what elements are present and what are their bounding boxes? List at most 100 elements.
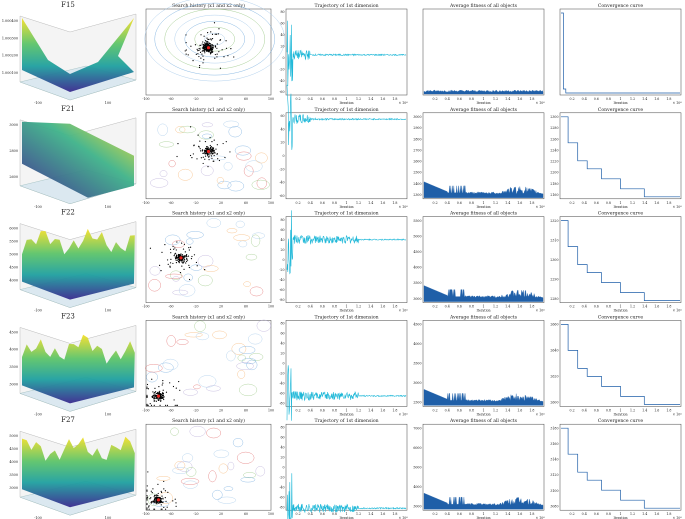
trajectory-y-tick: 20 bbox=[280, 352, 284, 356]
trajectory-panel: Trajectory of 1st dimension 60 40 20 0 -20 -40… bbox=[279, 84, 408, 209]
contour-line bbox=[202, 133, 213, 139]
search-point bbox=[204, 42, 206, 44]
trajectory-x-tick: 1.8 bbox=[392, 97, 397, 101]
search-point bbox=[146, 383, 149, 386]
surface-z-tick: 5000 bbox=[9, 434, 18, 438]
convergence-title: Convergence curve bbox=[598, 107, 643, 113]
trajectory-x-tick: 0.2 bbox=[296, 512, 301, 516]
search-point bbox=[210, 38, 212, 40]
trajectory-y-tick: -80 bbox=[279, 402, 284, 406]
search-point bbox=[150, 404, 153, 406]
contour-line bbox=[232, 438, 244, 448]
search-point bbox=[205, 49, 207, 51]
trajectory-title: Trajectory of 1st dimension bbox=[314, 418, 378, 424]
convergence-x-label: Iteration bbox=[613, 412, 627, 416]
surface-z-tick: 4500 bbox=[9, 447, 18, 451]
search-x-tick: 100 bbox=[268, 201, 274, 205]
surface-z-tick: 1.000300 bbox=[2, 36, 18, 40]
trajectory-y-tick: -60 bbox=[279, 495, 284, 499]
avg-fitness-y-tick: 3000 bbox=[413, 297, 421, 301]
trajectory-x-label: Iteration bbox=[339, 101, 353, 105]
trajectory-x-tick: 0.6 bbox=[320, 201, 325, 205]
search-point bbox=[150, 490, 152, 492]
contour-line bbox=[145, 364, 163, 373]
search-point bbox=[147, 404, 149, 406]
contour-line bbox=[226, 228, 238, 234]
search-x-tick: 100 bbox=[268, 97, 274, 101]
convergence-x-tick: 0.4 bbox=[582, 408, 587, 412]
search-point bbox=[146, 403, 148, 405]
best-point bbox=[206, 46, 211, 50]
search-point bbox=[159, 264, 161, 266]
search-point bbox=[183, 255, 186, 257]
trajectory-x-label: Iteration bbox=[339, 412, 353, 416]
search-point bbox=[196, 158, 198, 160]
search-point bbox=[185, 34, 187, 36]
search-point bbox=[166, 259, 169, 261]
search-point bbox=[210, 151, 212, 153]
convergence-y-tick: 2320 bbox=[550, 219, 558, 223]
search-point bbox=[164, 497, 166, 499]
surface-z-tick: 1.000100 bbox=[2, 71, 18, 75]
contour-line bbox=[165, 273, 183, 279]
trajectory-x-tick: 1 bbox=[345, 201, 347, 205]
convergence-x-tick: 0.6 bbox=[594, 305, 599, 309]
search-point bbox=[204, 150, 206, 152]
search-x-tick: 20 bbox=[219, 201, 223, 205]
contour-line bbox=[246, 359, 258, 371]
trajectory-y-tick: 80 bbox=[280, 322, 284, 326]
contour-line bbox=[256, 319, 271, 332]
search-point bbox=[200, 157, 202, 159]
contour-line bbox=[158, 141, 174, 148]
search-point bbox=[147, 388, 149, 390]
search-point bbox=[206, 37, 208, 39]
avg-fitness-axes bbox=[422, 320, 545, 407]
contour-line bbox=[240, 477, 256, 483]
convergence-x-tick: 1.2 bbox=[630, 97, 635, 101]
search-point bbox=[183, 261, 185, 263]
avg-fitness-x-tick: 1.8 bbox=[529, 201, 534, 205]
trajectory-y-tick: -40 bbox=[279, 79, 284, 83]
convergence-y-tick: 3180 bbox=[550, 426, 558, 430]
search-point bbox=[181, 254, 184, 256]
search-point bbox=[199, 48, 201, 50]
surface-z-tick: 3000 bbox=[9, 382, 18, 386]
search-x-tick: 60 bbox=[244, 408, 248, 412]
search-point bbox=[202, 41, 204, 43]
search-point bbox=[204, 40, 207, 42]
search-point bbox=[200, 34, 202, 36]
contour-line bbox=[252, 232, 265, 239]
search-point bbox=[210, 155, 213, 157]
convergence-y-tick: 3160 bbox=[550, 442, 558, 446]
search-point bbox=[187, 255, 190, 257]
convergence-y-tick: 2240 bbox=[550, 148, 558, 152]
search-point bbox=[204, 158, 206, 160]
contour-line bbox=[243, 472, 256, 479]
search-point bbox=[178, 255, 180, 258]
trajectory-panel: Trajectory of 1st dimension 80 60 40 20 0 -20 -… bbox=[279, 210, 408, 313]
trajectory-x-tick: 1.4 bbox=[368, 512, 373, 516]
convergence-y-tick: 2280 bbox=[550, 126, 558, 130]
surface-x-tick: 100 bbox=[105, 516, 111, 519]
convergence-x-tick: 0.8 bbox=[606, 512, 611, 516]
trajectory-axes bbox=[285, 423, 408, 511]
search-point bbox=[192, 153, 194, 155]
search-x-tick: 20 bbox=[219, 408, 223, 412]
search-point bbox=[176, 155, 178, 158]
contour-line bbox=[185, 238, 194, 245]
avg-fitness-y-tick: 3000 bbox=[413, 115, 421, 119]
search-point bbox=[203, 152, 205, 154]
avg-fitness-x-tick: 1.6 bbox=[517, 201, 522, 205]
surface-panel: F15 1.000400 1.000300 1.000200 1.000100 -100 1… bbox=[2, 1, 137, 105]
convergence-x-tick: 1 bbox=[619, 305, 621, 309]
trajectory-title: Trajectory of 1st dimension bbox=[314, 211, 378, 217]
search-x-tick: 100 bbox=[268, 512, 274, 516]
search-point bbox=[160, 490, 162, 492]
search-point bbox=[161, 501, 163, 504]
search-point bbox=[161, 495, 163, 497]
search-point bbox=[189, 154, 192, 157]
trajectory-title: Trajectory of 1st dimension bbox=[314, 3, 378, 9]
trajectory-x-tick: 1 bbox=[345, 305, 347, 309]
search-point bbox=[151, 492, 153, 494]
convergence-x-exponent: × 10⁴ bbox=[672, 309, 682, 313]
